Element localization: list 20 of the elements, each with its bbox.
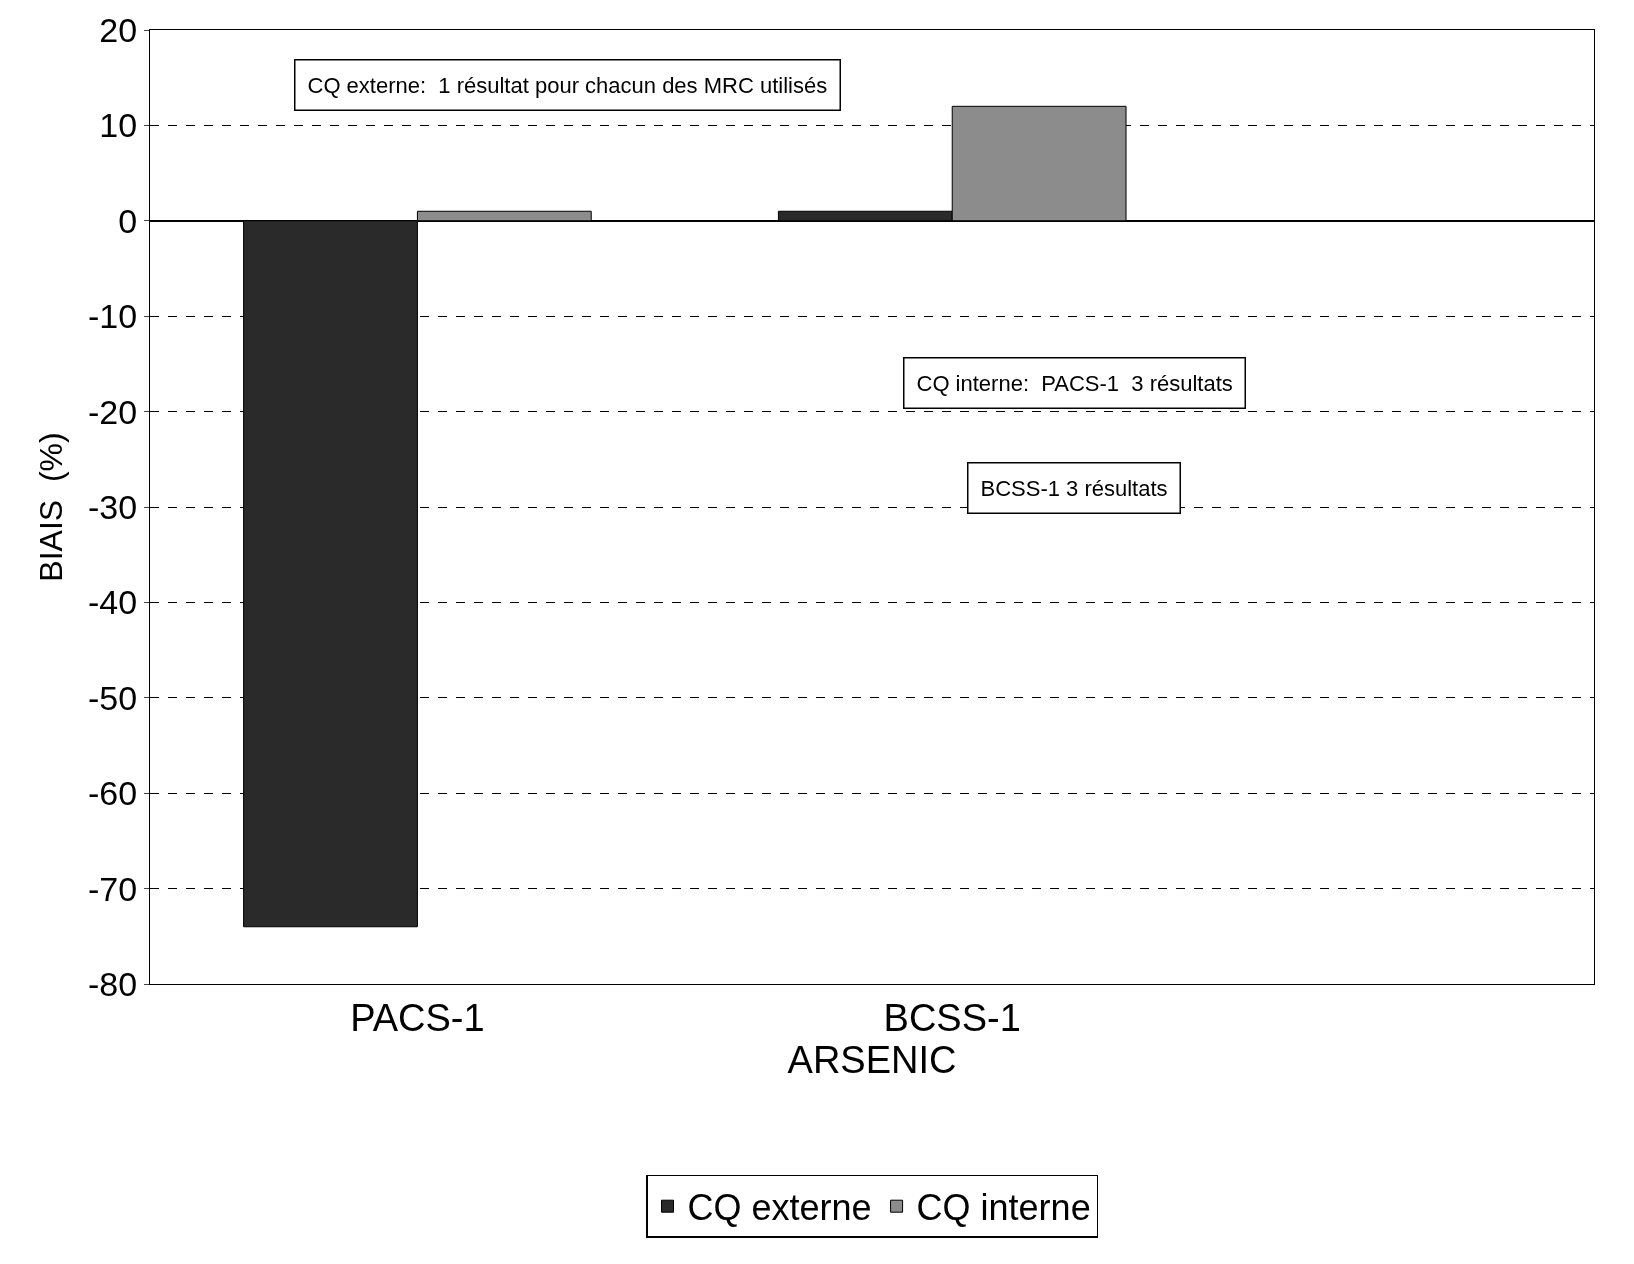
y-tick-label: 0 — [118, 201, 138, 240]
y-tick-label: 10 — [99, 106, 138, 145]
y-tick-label: -60 — [88, 774, 138, 813]
y-tick-label: -10 — [88, 297, 138, 336]
x-axis-title: ARSENIC — [787, 1038, 957, 1081]
y-tick-label: -70 — [88, 869, 138, 908]
y-tick-label: -30 — [88, 487, 138, 526]
y-axis-title: BIAIS (%) — [33, 432, 70, 582]
legend-label: CQ interne — [916, 1187, 1091, 1229]
annotation: CQ externe: 1 résultat pour chacun des MRC utilisés — [307, 72, 828, 98]
annotation: CQ interne: PACS-1 3 résultats — [916, 370, 1233, 396]
x-tick-label: BCSS-1 — [883, 996, 1021, 1039]
x-tick-label: PACS-1 — [350, 996, 485, 1039]
y-tick-label: -50 — [88, 678, 138, 717]
legend-label: CQ externe — [687, 1187, 872, 1229]
y-tick-label: 20 — [99, 10, 138, 49]
y-tick-label: -40 — [88, 583, 138, 622]
y-tick-label: -20 — [88, 392, 138, 431]
y-tick-label: -80 — [88, 964, 138, 1003]
annotation: BCSS-1 3 résultats — [980, 475, 1168, 501]
